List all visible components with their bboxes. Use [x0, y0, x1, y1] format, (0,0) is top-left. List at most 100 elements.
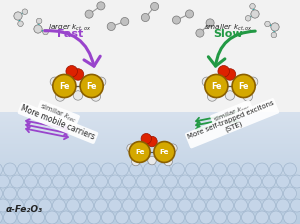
FancyArrowPatch shape	[196, 111, 238, 123]
Bar	[0, 166, 300, 167]
Circle shape	[185, 10, 194, 18]
Circle shape	[251, 10, 259, 18]
Circle shape	[245, 16, 251, 21]
Bar	[0, 144, 300, 146]
Circle shape	[130, 187, 142, 200]
Circle shape	[269, 211, 283, 224]
Circle shape	[243, 92, 253, 101]
Circle shape	[0, 163, 2, 176]
Bar	[0, 112, 300, 114]
Circle shape	[66, 66, 77, 77]
Bar	[0, 138, 300, 140]
Bar	[0, 181, 300, 182]
Circle shape	[53, 74, 76, 97]
Bar	[0, 222, 300, 223]
Circle shape	[206, 19, 214, 27]
FancyArrowPatch shape	[26, 123, 68, 135]
Bar	[0, 200, 300, 201]
Bar	[0, 174, 300, 175]
Circle shape	[130, 211, 142, 224]
Bar	[0, 209, 300, 211]
Bar	[0, 170, 300, 172]
Bar	[0, 200, 300, 202]
Circle shape	[136, 175, 149, 188]
Circle shape	[271, 23, 279, 31]
Circle shape	[271, 32, 277, 38]
Circle shape	[154, 142, 175, 162]
Circle shape	[36, 18, 42, 24]
Bar	[0, 218, 300, 219]
Circle shape	[251, 10, 259, 18]
Circle shape	[172, 211, 184, 224]
Bar	[0, 192, 300, 194]
Bar	[0, 114, 300, 115]
Bar	[0, 131, 300, 132]
Circle shape	[277, 175, 290, 188]
Bar	[0, 153, 300, 155]
Bar	[0, 164, 300, 166]
Circle shape	[256, 163, 268, 176]
Bar	[0, 211, 300, 212]
Circle shape	[101, 187, 115, 200]
Circle shape	[88, 187, 100, 200]
Circle shape	[32, 211, 44, 224]
Bar	[0, 129, 300, 131]
Bar	[0, 116, 300, 118]
Circle shape	[256, 187, 268, 200]
Circle shape	[193, 175, 206, 188]
Circle shape	[143, 211, 157, 224]
FancyArrowPatch shape	[26, 127, 68, 139]
Circle shape	[277, 199, 290, 212]
Bar	[0, 213, 300, 215]
Circle shape	[227, 163, 241, 176]
Circle shape	[248, 175, 262, 188]
Circle shape	[85, 10, 93, 18]
Circle shape	[196, 29, 204, 37]
Circle shape	[0, 199, 10, 212]
Bar	[0, 112, 300, 113]
Bar	[0, 161, 300, 162]
Circle shape	[200, 187, 212, 200]
Circle shape	[17, 187, 31, 200]
Bar	[0, 127, 300, 128]
Circle shape	[80, 199, 94, 212]
Circle shape	[147, 136, 157, 147]
Bar	[0, 177, 300, 178]
Circle shape	[116, 163, 128, 176]
Circle shape	[11, 175, 23, 188]
Bar	[0, 198, 300, 199]
Bar	[0, 157, 300, 158]
Circle shape	[202, 77, 212, 86]
Circle shape	[185, 211, 199, 224]
FancyArrowPatch shape	[196, 119, 238, 131]
Circle shape	[164, 175, 178, 188]
Bar	[0, 144, 300, 145]
Circle shape	[22, 9, 28, 14]
FancyArrowPatch shape	[45, 31, 100, 66]
Text: α-Fe₂O₃: α-Fe₂O₃	[6, 205, 43, 214]
Circle shape	[122, 199, 136, 212]
Bar	[0, 162, 300, 163]
Bar	[0, 189, 300, 190]
Bar	[0, 209, 300, 210]
FancyArrowPatch shape	[196, 115, 238, 127]
Circle shape	[130, 163, 142, 176]
Circle shape	[73, 91, 83, 100]
Bar	[0, 146, 300, 147]
Bar	[0, 159, 300, 161]
Circle shape	[271, 23, 279, 31]
Bar	[0, 157, 300, 159]
Circle shape	[225, 91, 235, 100]
Bar	[0, 183, 300, 185]
Bar	[0, 196, 300, 197]
Circle shape	[220, 199, 233, 212]
Circle shape	[17, 211, 31, 224]
Circle shape	[185, 163, 199, 176]
Bar	[0, 220, 300, 222]
Circle shape	[4, 211, 16, 224]
Bar	[0, 149, 300, 150]
Circle shape	[56, 92, 65, 101]
Circle shape	[185, 187, 199, 200]
Bar	[0, 187, 300, 188]
Circle shape	[206, 199, 220, 212]
